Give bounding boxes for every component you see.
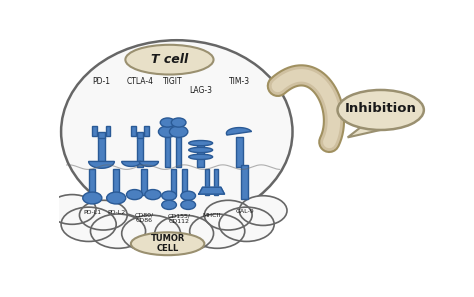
- Ellipse shape: [131, 232, 204, 255]
- Ellipse shape: [189, 140, 213, 146]
- Circle shape: [48, 195, 96, 224]
- Bar: [131, 126, 136, 136]
- Circle shape: [160, 118, 175, 127]
- Bar: [197, 142, 204, 167]
- Polygon shape: [199, 187, 225, 194]
- Ellipse shape: [337, 90, 424, 130]
- Text: MHCII: MHCII: [202, 213, 221, 218]
- Circle shape: [181, 200, 196, 209]
- Text: TIM-3: TIM-3: [228, 77, 250, 86]
- Circle shape: [171, 118, 186, 127]
- Bar: [106, 126, 110, 136]
- Circle shape: [61, 207, 116, 241]
- Circle shape: [155, 215, 213, 252]
- Circle shape: [181, 191, 196, 200]
- Bar: [236, 138, 243, 167]
- Circle shape: [219, 207, 274, 241]
- Bar: [182, 169, 187, 195]
- Polygon shape: [227, 128, 252, 135]
- Circle shape: [190, 214, 245, 248]
- Bar: [165, 138, 170, 167]
- Bar: [176, 138, 181, 167]
- Bar: [241, 165, 248, 199]
- Circle shape: [127, 189, 143, 200]
- Text: GAL-9: GAL-9: [236, 209, 254, 214]
- Circle shape: [91, 214, 146, 248]
- Circle shape: [122, 215, 181, 252]
- Ellipse shape: [189, 147, 213, 153]
- Text: CD80/
CD86: CD80/ CD86: [134, 212, 153, 223]
- Bar: [90, 169, 95, 195]
- Bar: [98, 132, 105, 138]
- Bar: [205, 169, 210, 195]
- Bar: [92, 126, 97, 136]
- Text: PD-1: PD-1: [92, 77, 110, 86]
- Circle shape: [162, 200, 176, 209]
- Polygon shape: [347, 126, 388, 138]
- Text: PD-L1: PD-L1: [83, 210, 101, 215]
- Text: LAG-3: LAG-3: [189, 86, 212, 95]
- Circle shape: [162, 191, 176, 200]
- Text: PD-L2: PD-L2: [107, 210, 125, 215]
- Bar: [113, 169, 119, 195]
- Bar: [171, 169, 176, 195]
- Bar: [214, 169, 219, 195]
- Text: Inhibition: Inhibition: [345, 102, 417, 115]
- Ellipse shape: [61, 40, 292, 223]
- Polygon shape: [139, 162, 158, 166]
- Polygon shape: [89, 162, 114, 168]
- Bar: [137, 138, 143, 167]
- Circle shape: [204, 200, 252, 230]
- Circle shape: [158, 126, 177, 138]
- Bar: [141, 169, 146, 195]
- Circle shape: [239, 196, 287, 225]
- Text: TUMOR
CELL: TUMOR CELL: [150, 234, 185, 253]
- Ellipse shape: [125, 45, 213, 75]
- Ellipse shape: [189, 154, 213, 159]
- Circle shape: [145, 189, 161, 200]
- Circle shape: [170, 126, 188, 138]
- Text: CD155/
CD112: CD155/ CD112: [167, 213, 190, 224]
- Bar: [98, 138, 105, 167]
- Bar: [137, 132, 143, 138]
- Bar: [144, 126, 149, 136]
- Circle shape: [80, 200, 127, 230]
- Polygon shape: [122, 162, 141, 166]
- Circle shape: [107, 192, 126, 204]
- Circle shape: [83, 192, 102, 204]
- Text: TIGIT: TIGIT: [164, 77, 183, 86]
- Text: T cell: T cell: [151, 53, 188, 66]
- Text: CTLA-4: CTLA-4: [127, 77, 154, 86]
